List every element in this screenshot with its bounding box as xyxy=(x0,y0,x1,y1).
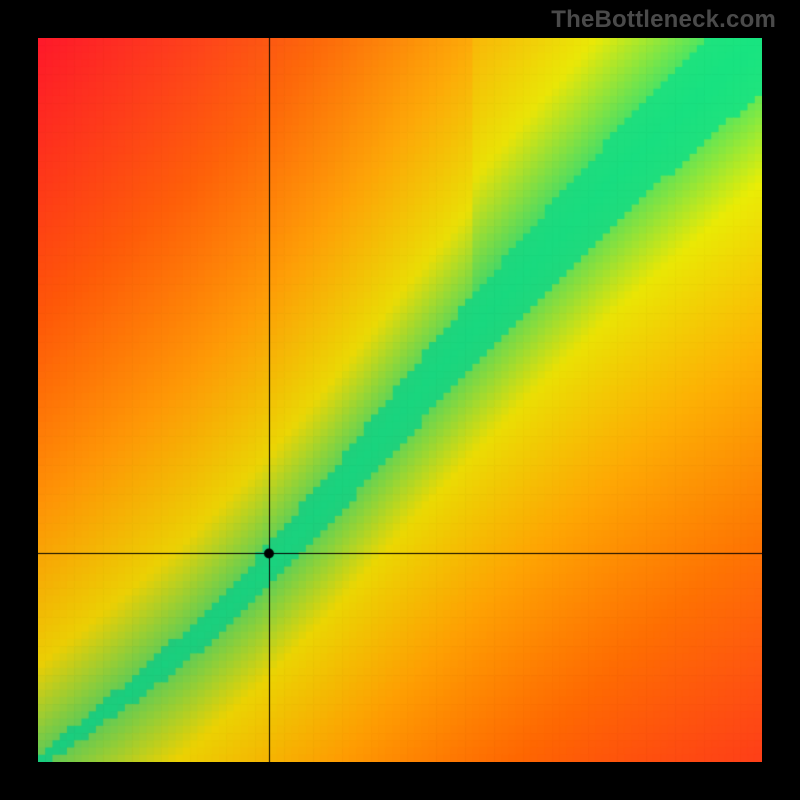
watermark-text: TheBottleneck.com xyxy=(551,6,776,34)
bottleneck-heatmap xyxy=(38,38,762,762)
